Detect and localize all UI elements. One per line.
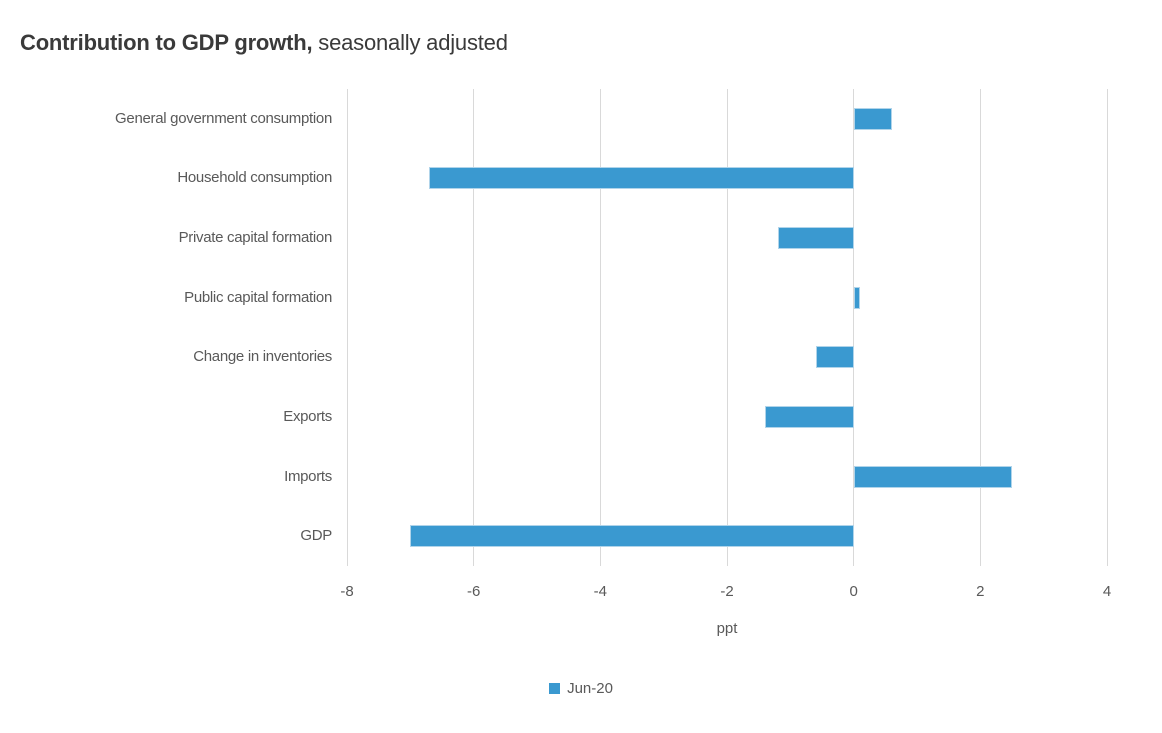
category-label: Exports (283, 407, 332, 425)
x-tick-label: -6 (466, 583, 481, 600)
gridline (726, 89, 728, 566)
bar-public-capital-formation (853, 286, 860, 309)
category-label: Imports (284, 467, 332, 485)
bar-exports (765, 405, 854, 428)
x-tick-label: 4 (1102, 583, 1112, 600)
gridline (853, 89, 855, 566)
legend: Jun-20 (0, 680, 1162, 697)
chart-title-subtitle: seasonally adjusted (318, 30, 508, 55)
bar-gdp (410, 525, 854, 548)
category-label: Private capital formation (178, 229, 333, 247)
x-tick-label: 2 (976, 583, 985, 600)
gridline (1106, 89, 1108, 566)
category-label: General government consumption (115, 109, 332, 127)
category-label: Household consumption (177, 169, 332, 187)
x-tick-label: -8 (340, 583, 354, 600)
legend-label: Jun-20 (567, 680, 613, 697)
x-tick-label: 0 (849, 583, 858, 600)
category-label: GDP (300, 527, 332, 545)
bar-private-capital-formation (777, 227, 854, 250)
gridline (599, 89, 601, 566)
category-label: Public capital formation (184, 288, 332, 306)
x-tick-label: -4 (593, 583, 607, 600)
chart-title-main: Contribution to GDP growth, (20, 30, 313, 55)
gridline (473, 89, 475, 566)
chart-title: Contribution to GDP growth, seasonally a… (20, 30, 508, 56)
bar-general-government-consumption (853, 107, 892, 130)
category-label: Change in inventories (193, 348, 332, 366)
bar-household-consumption (429, 167, 854, 190)
x-axis-title: ppt (716, 620, 738, 637)
legend-swatch-icon (549, 683, 561, 694)
bar-imports (853, 465, 1012, 488)
gridline (979, 89, 981, 566)
x-tick-label: -2 (720, 583, 734, 600)
bar-change-in-inventories (815, 346, 854, 369)
gridline (346, 89, 348, 566)
